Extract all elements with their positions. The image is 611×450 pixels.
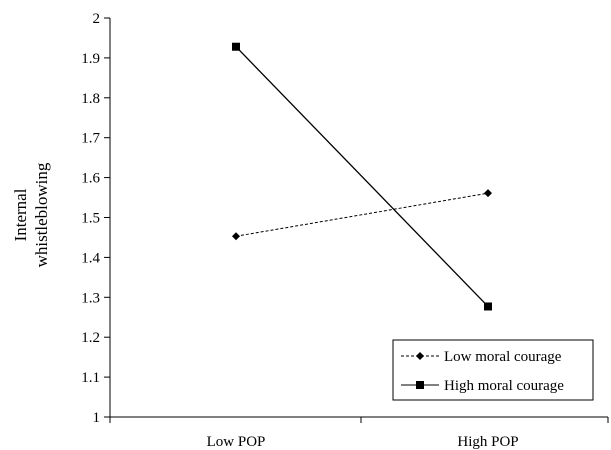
- legend-label-low-moral-courage: Low moral courage: [444, 349, 562, 365]
- legend: Low moral courage High moral courage: [392, 339, 594, 401]
- y-tick-label: 1.3: [81, 290, 100, 306]
- y-ticks: 1 1.1 1.2 1.3 1.4 1.5 1.6 1.7 1.8 1.9 2: [81, 11, 110, 426]
- data-point-diamond: [232, 232, 240, 241]
- legend-label-high-moral-courage: High moral courage: [444, 378, 564, 394]
- y-axis-title: Internal whistleblowing: [11, 162, 51, 267]
- y-tick-label: 1.4: [81, 250, 100, 266]
- y-tick-label: 1.5: [81, 211, 100, 227]
- y-tick-label: 1.7: [81, 131, 100, 147]
- y-tick-label: 1.2: [81, 330, 100, 346]
- x-ticks: Low POP High POP: [109, 417, 609, 450]
- data-point-square: [484, 302, 492, 311]
- x-tick-label: High POP: [457, 434, 518, 450]
- y-tick-label: 1: [93, 410, 101, 426]
- y-axis-title-line-2: whistleblowing: [32, 162, 51, 267]
- data-point-diamond: [484, 189, 492, 198]
- series-line-low-moral-courage: [235, 192, 489, 237]
- y-tick-label: 1.1: [81, 370, 100, 386]
- legend-marker-diamond: [416, 352, 424, 360]
- data-point-square: [232, 42, 240, 51]
- y-axis-title-line-1: Internal: [11, 188, 30, 241]
- legend-marker-square: [416, 381, 424, 389]
- series-group: [232, 42, 492, 311]
- x-tick-label: Low POP: [207, 434, 266, 450]
- legend-box: [392, 339, 594, 401]
- y-tick-label: 1.8: [81, 91, 100, 107]
- y-tick-label: 1.9: [81, 51, 100, 67]
- series-line-high-moral-courage: [235, 46, 489, 307]
- y-tick-label: 1.6: [81, 171, 100, 187]
- y-tick-label: 2: [93, 11, 101, 27]
